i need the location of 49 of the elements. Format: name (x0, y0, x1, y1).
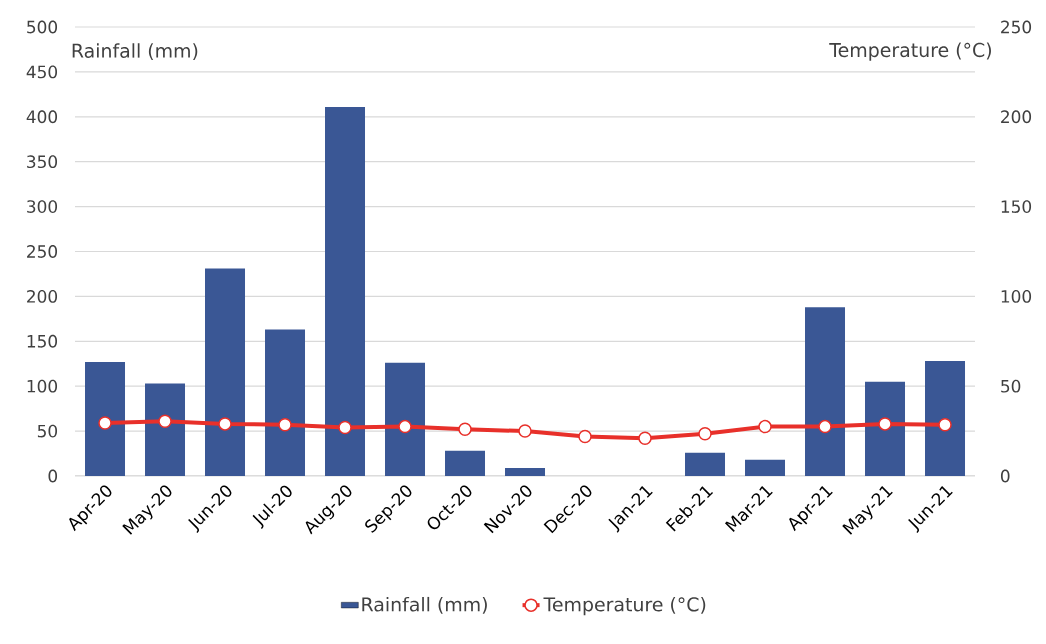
y-tick-label: 400 (26, 110, 58, 124)
y2-tick-label: 0 (1000, 469, 1010, 483)
legend-label: Rainfall (mm) (362, 596, 487, 614)
bar (325, 106, 366, 476)
bar (85, 361, 126, 476)
point (638, 431, 652, 446)
y2-tick-label: 250 (1001, 20, 1032, 34)
y-tick-label: 0 (48, 469, 58, 483)
y-axis-title: Rainfall (mm) (72, 43, 198, 61)
point (98, 416, 112, 430)
y2-tick-label: 100 (1001, 289, 1032, 303)
point (338, 420, 352, 435)
y-tick-label: 450 (26, 65, 58, 79)
bar (805, 307, 846, 476)
bar (745, 459, 786, 476)
bar (925, 361, 966, 476)
point (818, 419, 832, 434)
point (878, 417, 892, 431)
y2-axis-title: Temperature (°C) (829, 42, 991, 61)
y2-tick-label: 200 (1001, 110, 1032, 124)
y-tick-label: 150 (27, 334, 58, 348)
bar (865, 381, 906, 476)
point (158, 414, 172, 428)
y-tick-label: 300 (27, 200, 58, 213)
bar (205, 268, 246, 476)
y-tick-label: 350 (27, 155, 58, 169)
y-tick-label: 200 (27, 289, 58, 303)
point (938, 418, 952, 432)
bar (385, 362, 426, 476)
point (758, 419, 772, 434)
bar (505, 467, 546, 476)
bar (685, 452, 726, 476)
bar (445, 450, 486, 476)
point (578, 429, 592, 444)
point (698, 427, 712, 441)
point (398, 419, 412, 434)
y-tick-label: 100 (27, 379, 58, 393)
point (278, 418, 292, 432)
y-tick-label: 500 (27, 20, 58, 34)
y2-tick-label: 150 (1001, 200, 1032, 213)
point (518, 424, 532, 438)
bar (145, 383, 186, 476)
point (218, 417, 232, 431)
y-tick-label: 50 (37, 424, 58, 438)
y-tick-label: 250 (27, 245, 58, 258)
y2-tick-label: 50 (1001, 379, 1021, 393)
point (458, 422, 472, 437)
bar (265, 329, 306, 476)
legend-label: Temperature (°C) (543, 596, 706, 616)
